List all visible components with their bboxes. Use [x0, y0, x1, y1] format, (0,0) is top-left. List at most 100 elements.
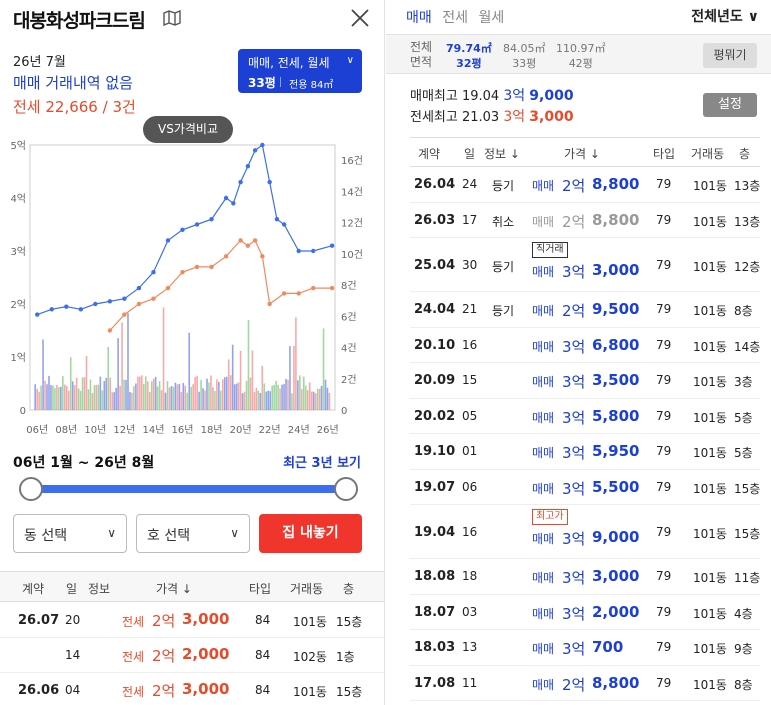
row-type: 84 — [255, 613, 271, 627]
table-row[interactable]: 26.04 24 등기 매매 2억 8,800 79 101동 13층 — [410, 167, 760, 203]
row-dong: 101동 — [693, 304, 727, 318]
row-date: 25.04 — [414, 258, 456, 273]
col-price[interactable]: 가격 ↓ — [564, 147, 600, 161]
row-date: 26.03 — [414, 212, 456, 228]
register-house-button[interactable]: 집 내놓기 — [259, 514, 362, 553]
row-dong: 101동 — [693, 410, 727, 425]
row-dong: 101동 — [293, 615, 327, 629]
table-row[interactable]: 20.02 05 매매 3억 5,800 79 101동 5층 — [410, 399, 760, 434]
tab-sale[interactable]: 매매 — [406, 10, 432, 26]
volume-bar — [198, 391, 200, 410]
volume-bar — [168, 387, 171, 410]
slider-start-handle[interactable] — [19, 477, 43, 501]
area-filter-label[interactable]: 전체 면적 — [410, 40, 432, 70]
volume-bar — [109, 377, 112, 410]
slider-end-handle[interactable] — [334, 477, 358, 501]
current-month: 26년 7월 — [13, 55, 66, 70]
price-point — [136, 285, 142, 291]
row-dong: 101동 — [693, 606, 727, 621]
year-select-label: 전체년도 — [691, 9, 743, 25]
col-info[interactable]: 정보 ↓ — [484, 147, 520, 161]
row-price-big: 3억 — [562, 479, 586, 498]
y-right-tick: 4건 — [341, 343, 357, 355]
col-date[interactable]: 계약 — [418, 147, 441, 161]
table-row[interactable]: 18.03 13 매매 3억 700 79 101동 9층 — [410, 630, 760, 666]
row-date: 26.07 — [18, 613, 60, 628]
table-row[interactable]: 19.04 16 최고가 매매 3억 9,000 79 101동 15층 — [410, 505, 760, 559]
y-left-tick: 1억 — [10, 352, 26, 364]
year-select[interactable]: 전체년도 ∨ — [691, 6, 759, 26]
col-date[interactable]: 계약 — [22, 582, 45, 596]
pyeong-label: 33평 — [248, 76, 276, 90]
row-price-small: 3,000 — [592, 261, 640, 279]
volume-bar — [71, 381, 74, 410]
table-row[interactable]: 18.07 03 매매 3억 2,000 79 101동 4층 — [410, 595, 760, 630]
area-option-42[interactable]: 110.97㎡ 42평 — [556, 41, 606, 71]
right-table-header: 계약 일 정보 ↓ 가격 ↓ 타입 거래동 층 — [410, 137, 760, 167]
row-dong: 101동 — [693, 481, 727, 496]
area-option-32[interactable]: 79.74㎡ 32평 — [446, 41, 492, 71]
close-icon[interactable] — [349, 7, 371, 29]
chevron-down-icon: ∨ — [107, 526, 116, 540]
table-row[interactable]: 14 전세 2억 2,000 84 102동 1층 — [0, 638, 384, 673]
date-range-slider[interactable] — [30, 485, 346, 493]
row-date: 18.03 — [414, 640, 456, 655]
ho-select[interactable]: 호 선택 ∨ — [136, 514, 250, 553]
settings-button[interactable]: 설정 — [703, 93, 757, 117]
deal-type-filter[interactable]: 매매, 전세, 월세 ∨ 33평 전용 84㎡ — [238, 49, 362, 93]
max-sale-label: 매매최고 — [410, 89, 458, 104]
row-floor: 9층 — [734, 642, 753, 656]
volume-bar — [105, 377, 108, 410]
page-title: 대봉화성파크드림 — [13, 10, 146, 32]
table-row[interactable]: 25.04 30 등기 직거래 매매 3억 3,000 79 101동 12층 — [410, 238, 760, 292]
row-floor: 8층 — [734, 677, 753, 692]
table-row[interactable]: 20.10 16 매매 3억 6,800 79 101동 14층 — [410, 328, 761, 363]
row-kind: 매매 — [532, 532, 555, 546]
table-row[interactable]: 17.08 11 매매 2억 8,800 79 101동 8층 — [410, 666, 760, 701]
row-price-big: 3억 — [562, 408, 586, 427]
price-line — [109, 239, 333, 331]
row-day: 15 — [462, 373, 478, 387]
volume-bar — [200, 379, 202, 410]
volume-bar — [310, 391, 313, 410]
col-price[interactable]: 가격 ↓ — [156, 582, 192, 596]
table-row[interactable]: 26.06 04 전세 2억 3,000 84 101동 15층 — [0, 673, 384, 705]
row-date: 24.04 — [414, 302, 456, 317]
row-floor: 15층 — [336, 685, 363, 699]
table-row[interactable]: 19.07 06 매매 3억 5,500 79 101동 15층 — [410, 470, 760, 505]
volume-bar — [257, 390, 260, 410]
table-row[interactable]: 20.09 15 매매 3억 3,500 79 101동 3층 — [410, 363, 760, 399]
volume-bar — [97, 384, 100, 410]
pyeong-button[interactable]: 평뭐기 — [703, 43, 757, 68]
max-jeonse-small: 3,000 — [529, 109, 574, 125]
row-floor: 14층 — [734, 339, 761, 354]
row-dong: 101동 — [693, 677, 727, 692]
dong-select[interactable]: 동 선택 ∨ — [13, 514, 127, 553]
col-dong: 거래동 — [691, 147, 725, 161]
col-info[interactable]: 정보 — [88, 582, 111, 596]
row-dong: 101동 — [693, 446, 727, 460]
recent-3y-link[interactable]: 최근 3년 보기 — [283, 456, 361, 471]
volume-bar — [54, 388, 56, 410]
price-point — [223, 195, 229, 201]
row-day: 11 — [462, 675, 478, 690]
map-icon[interactable] — [163, 10, 181, 26]
row-price-small: 8,800 — [592, 673, 640, 692]
volume-bar — [77, 388, 80, 410]
volume-bar — [75, 377, 78, 410]
table-row[interactable]: 18.08 18 매매 3억 3,000 79 101동 11층 — [410, 559, 760, 595]
vs-compare-button[interactable]: VS가격비교 — [143, 116, 233, 143]
volume-bar — [113, 392, 115, 410]
table-row[interactable]: 24.04 21 등기 매매 2억 9,500 79 101동 8층 — [410, 292, 760, 328]
tab-jeonse[interactable]: 전세 — [442, 10, 468, 26]
table-row[interactable]: 19.10 01 매매 3억 5,950 79 101동 5층 — [410, 434, 760, 470]
row-price-small: 5,800 — [592, 406, 640, 425]
table-row[interactable]: 26.07 20 전세 2억 3,000 84 101동 15층 — [0, 603, 384, 638]
row-price-big: 2억 — [562, 302, 586, 320]
volume-bar — [172, 386, 175, 410]
table-row[interactable]: 26.03 17 취소 매매 2억 8,800 79 101동 13층 — [410, 203, 760, 238]
area-option-33[interactable]: 84.05㎡ 33평 — [503, 41, 546, 71]
x-tick: 14년 — [142, 424, 164, 436]
volume-bar — [79, 390, 82, 410]
tab-monthly[interactable]: 월세 — [478, 10, 505, 26]
